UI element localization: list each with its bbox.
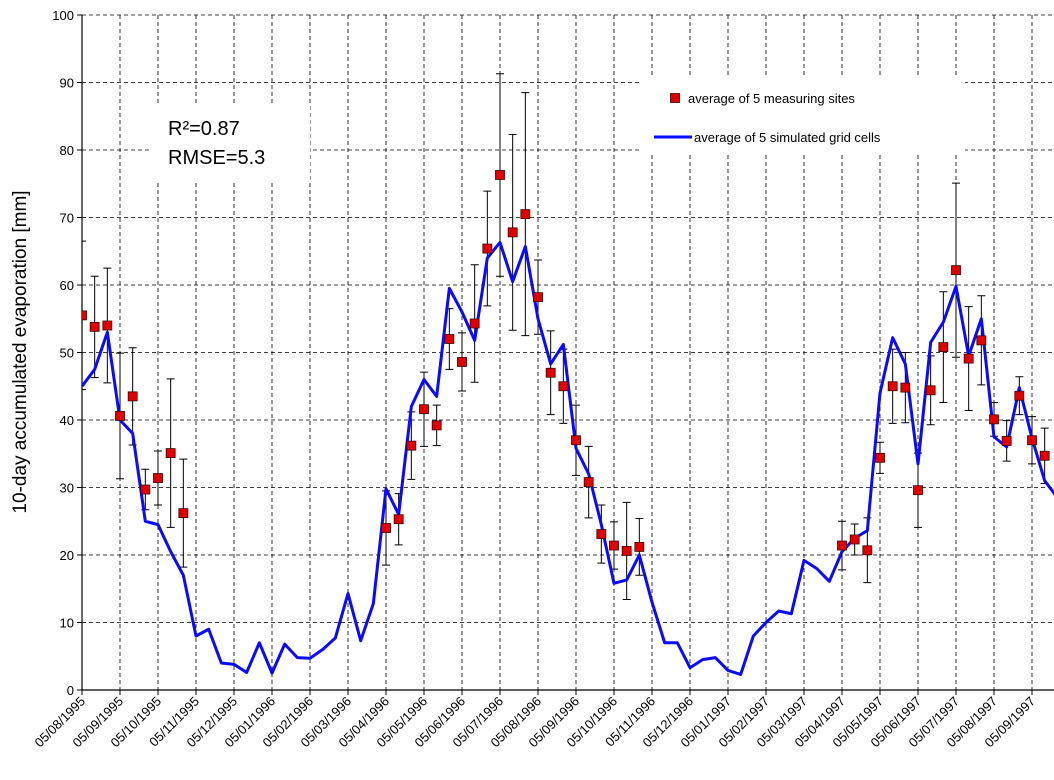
legend-marker bbox=[670, 93, 680, 103]
data-line bbox=[82, 240, 1054, 676]
legend: average of 5 measuring sites average of 5… bbox=[640, 78, 965, 153]
data-point bbox=[533, 292, 543, 303]
y-tick-label: 40 bbox=[60, 413, 74, 428]
data-point bbox=[82, 310, 87, 321]
y-tick-label: 0 bbox=[67, 683, 74, 698]
data-point bbox=[558, 381, 569, 392]
legend-box bbox=[640, 78, 965, 153]
annotation: RMSE=5.3 bbox=[168, 147, 265, 169]
data-point bbox=[900, 382, 911, 393]
data-point bbox=[495, 170, 505, 180]
data-point bbox=[115, 411, 125, 421]
y-tick-label: 10 bbox=[60, 616, 74, 631]
data-point bbox=[963, 353, 974, 364]
data-point bbox=[165, 448, 176, 458]
data-point bbox=[583, 477, 594, 488]
data-point bbox=[153, 473, 163, 483]
data-point bbox=[837, 540, 847, 551]
y-axis-label: 10-day accumulated evaporation [mm] bbox=[10, 190, 31, 513]
data-point bbox=[913, 485, 923, 496]
data-point bbox=[938, 342, 949, 353]
y-tick-label: 70 bbox=[60, 211, 74, 226]
data-point bbox=[482, 243, 493, 254]
data-point bbox=[102, 320, 113, 331]
data-point bbox=[976, 335, 987, 346]
data-point bbox=[875, 452, 885, 463]
y-tick-label: 20 bbox=[60, 548, 74, 563]
y-tick-label: 90 bbox=[60, 76, 74, 91]
legend-label: average of 5 simulated grid cells bbox=[694, 130, 881, 145]
data-point bbox=[431, 420, 442, 431]
y-tick-label: 30 bbox=[60, 481, 74, 496]
y-tick-label: 80 bbox=[60, 143, 74, 158]
data-point bbox=[406, 440, 417, 451]
y-tick-label: 60 bbox=[60, 278, 74, 293]
data-point bbox=[925, 385, 936, 396]
data-point bbox=[545, 367, 556, 378]
data-point bbox=[89, 321, 100, 332]
data-point bbox=[381, 523, 391, 533]
data-point bbox=[849, 534, 860, 545]
data-point bbox=[469, 318, 480, 329]
data-point bbox=[634, 542, 645, 552]
data-point bbox=[621, 546, 632, 556]
data-point bbox=[520, 209, 531, 220]
data-point bbox=[1001, 436, 1012, 446]
data-point bbox=[887, 381, 898, 392]
data-point bbox=[609, 540, 619, 551]
data-point bbox=[140, 484, 151, 495]
data-point bbox=[507, 227, 518, 238]
data-point bbox=[951, 265, 961, 276]
data-point bbox=[862, 545, 873, 556]
data-point bbox=[393, 514, 404, 525]
legend-label: average of 5 measuring sites bbox=[688, 91, 855, 106]
data-point bbox=[444, 334, 455, 344]
annotation: R²=0.87 bbox=[168, 118, 240, 140]
plot-area bbox=[82, 73, 1054, 676]
error-bar bbox=[82, 240, 86, 391]
data-point bbox=[419, 404, 429, 415]
y-tick-label: 100 bbox=[52, 8, 74, 23]
y-tick-label: 50 bbox=[60, 346, 74, 361]
data-point bbox=[457, 357, 467, 367]
data-point bbox=[178, 508, 189, 519]
stats-box bbox=[150, 105, 310, 180]
data-point bbox=[596, 529, 607, 539]
data-point bbox=[1027, 435, 1037, 446]
data-point bbox=[1014, 390, 1025, 401]
data-point bbox=[571, 435, 581, 446]
data-point bbox=[127, 391, 138, 402]
data-point bbox=[1039, 450, 1050, 461]
data-point bbox=[989, 414, 999, 425]
